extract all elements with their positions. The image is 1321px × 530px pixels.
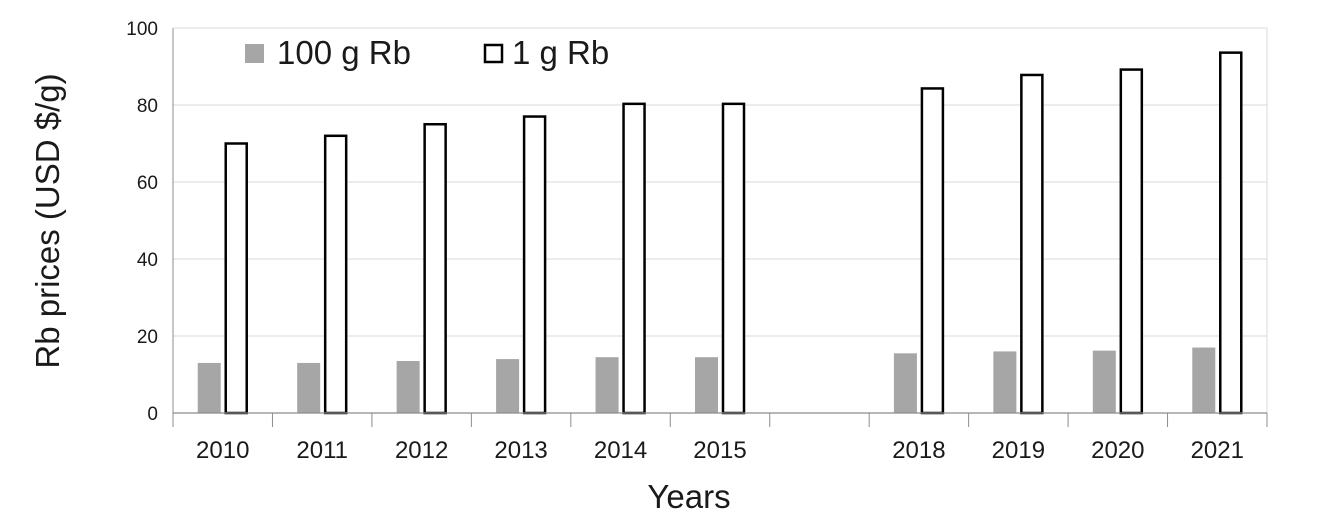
bar-1g-2013 [522, 115, 547, 415]
bar-1g-2020 [1119, 68, 1144, 415]
x-category-label-2013: 2013 [494, 437, 547, 464]
x-category-label-2021: 2021 [1191, 437, 1244, 464]
legend-swatch-100g [245, 44, 264, 63]
bar-1g-2014 [622, 102, 646, 415]
bar-100g-2011 [297, 362, 321, 413]
x-category-label-2020: 2020 [1091, 437, 1144, 464]
x-category-label-2014: 2014 [594, 437, 647, 464]
bar-100g-2012 [396, 361, 420, 413]
y-tick-label-80: 80 [137, 96, 158, 117]
y-tick-label-0: 0 [147, 404, 158, 425]
y-tick-label-100: 100 [126, 19, 158, 40]
y-tick-label-40: 40 [137, 250, 158, 271]
axes [172, 27, 1268, 427]
bar-100g-2018 [893, 353, 917, 413]
legend: 100 g Rb 1 g Rb [245, 34, 609, 71]
bar-1g-2018 [920, 87, 945, 415]
bar-1g-2015 [721, 102, 746, 415]
bar-100g-2015 [695, 357, 718, 413]
bar-100g-2021 [1192, 347, 1216, 413]
bar-100g-2014 [595, 357, 619, 413]
bar-100g-2010 [197, 362, 221, 413]
bar-100g-2013 [496, 359, 520, 413]
legend-label-1g: 1 g Rb [512, 34, 609, 71]
x-category-label-2010: 2010 [196, 437, 249, 464]
bar-100g-2019 [993, 351, 1017, 413]
bar-1g-2010 [224, 142, 248, 415]
bars [197, 51, 1243, 415]
x-category-label-2015: 2015 [693, 437, 746, 464]
legend-label-100g: 100 g Rb [277, 34, 411, 71]
bar-1g-2011 [323, 134, 348, 415]
bar-1g-2019 [1020, 73, 1044, 415]
y-tick-labels: 0 20 40 60 80 100 [126, 19, 158, 425]
x-category-label-2012: 2012 [395, 437, 448, 464]
x-category-label-2011: 2011 [296, 437, 348, 464]
bar-1g-2021 [1219, 51, 1243, 415]
x-category-label-2018: 2018 [892, 437, 945, 464]
x-category-labels: 2010 2011 2012 2013 2014 2015 2018 2019 2020 2021 [196, 437, 1244, 464]
x-category-label-2019: 2019 [992, 437, 1045, 464]
x-axis-title: Years [647, 478, 730, 515]
legend-swatch-1g [483, 43, 504, 64]
bar-100g-2020 [1092, 350, 1116, 413]
y-tick-label-20: 20 [137, 327, 158, 348]
y-axis-title: Rb prices (USD $/g) [29, 73, 66, 368]
bar-1g-2012 [423, 123, 447, 415]
y-tick-label-60: 60 [137, 173, 158, 194]
